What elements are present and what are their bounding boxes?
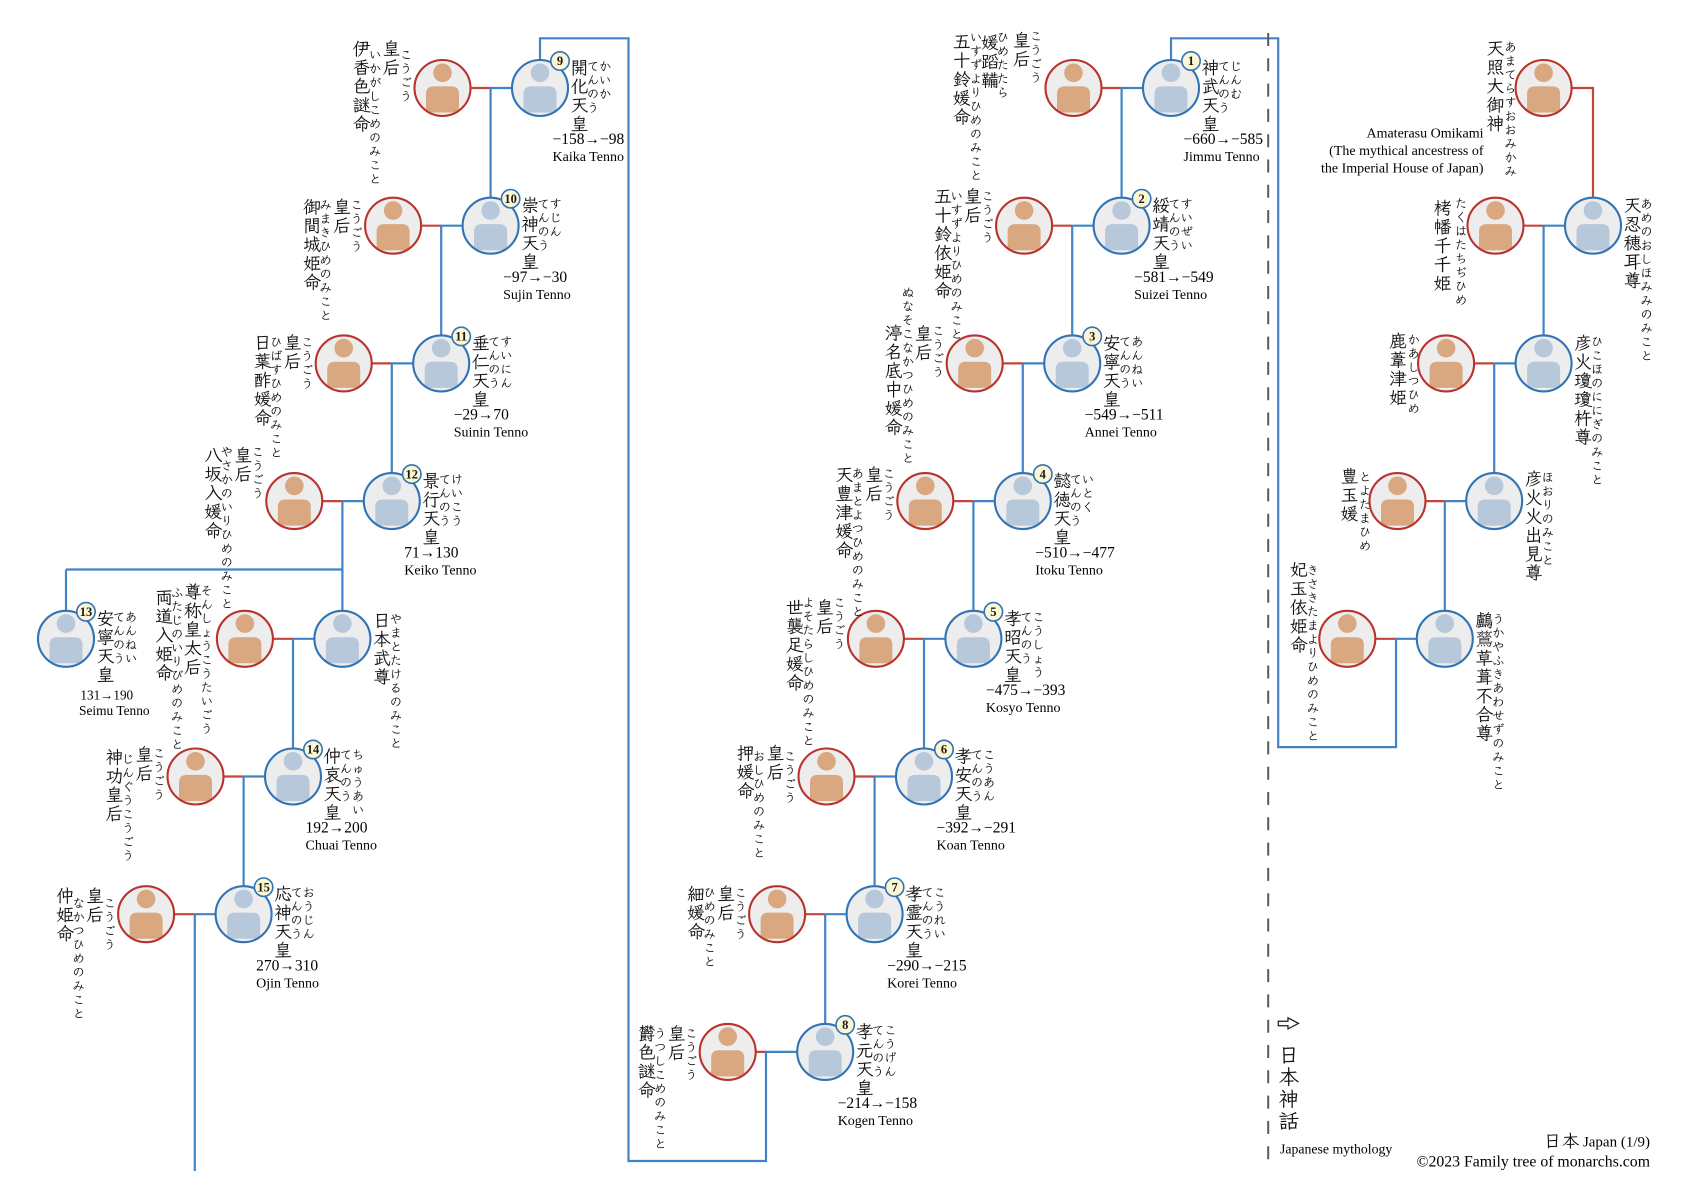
svg-text:Koan Tenno: Koan Tenno	[937, 839, 1005, 854]
svg-text:14: 14	[307, 743, 320, 757]
svg-text:4: 4	[1040, 467, 1047, 481]
svg-text:−214→−158: −214→−158	[838, 1095, 918, 1112]
svg-text:−290→−215: −290→−215	[887, 957, 967, 974]
svg-text:Itoku Tenno: Itoku Tenno	[1035, 563, 1103, 578]
svg-text:−510→−477: −510→−477	[1035, 544, 1115, 561]
svg-text:192→200: 192→200	[306, 820, 368, 837]
svg-text:131→190: 131→190	[80, 688, 133, 703]
svg-text:the Imperial House of Japan): the Imperial House of Japan)	[1321, 161, 1484, 176]
svg-text:−475→−393: −475→−393	[986, 682, 1066, 699]
svg-text:11: 11	[455, 330, 467, 344]
svg-text:Ojin Tenno: Ojin Tenno	[256, 976, 319, 991]
svg-text:Suizei Tenno: Suizei Tenno	[1134, 288, 1207, 303]
svg-text:1: 1	[1188, 54, 1194, 68]
svg-text:Kosyo Tenno: Kosyo Tenno	[986, 701, 1061, 716]
svg-text:Keiko Tenno: Keiko Tenno	[404, 563, 476, 578]
svg-text:7: 7	[891, 880, 897, 894]
svg-text:Korei Tenno: Korei Tenno	[887, 976, 957, 991]
svg-text:−29→70: −29→70	[454, 407, 509, 424]
svg-text:8: 8	[842, 1018, 848, 1032]
svg-text:(The mythical ancestress of: (The mythical ancestress of	[1329, 144, 1484, 159]
svg-text:−392→−291: −392→−291	[937, 820, 1016, 837]
svg-text:Kogen Tenno: Kogen Tenno	[838, 1114, 913, 1129]
svg-text:71→130: 71→130	[404, 544, 459, 561]
svg-text:12: 12	[406, 467, 419, 481]
svg-text:Sujin Tenno: Sujin Tenno	[503, 288, 571, 303]
svg-text:10: 10	[504, 192, 517, 206]
svg-text:Amaterasu Omikami: Amaterasu Omikami	[1366, 127, 1483, 142]
svg-text:Chuai Tenno: Chuai Tenno	[306, 839, 377, 854]
svg-text:5: 5	[990, 605, 996, 619]
svg-text:−549→−511: −549→−511	[1085, 407, 1164, 424]
svg-text:13: 13	[80, 605, 93, 619]
svg-text:2: 2	[1138, 192, 1144, 206]
svg-text:Annei Tenno: Annei Tenno	[1085, 426, 1157, 441]
svg-text:3: 3	[1089, 330, 1095, 344]
svg-text:−660→−585: −660→−585	[1184, 131, 1264, 148]
svg-text:Suinin Tenno: Suinin Tenno	[454, 426, 529, 441]
svg-text:270→310: 270→310	[256, 957, 318, 974]
svg-text:Seimu Tenno: Seimu Tenno	[79, 703, 150, 718]
svg-text:Japan (1/9): Japan (1/9)	[1583, 1135, 1650, 1151]
svg-text:−581→−549: −581→−549	[1134, 269, 1214, 286]
svg-text:6: 6	[941, 743, 947, 757]
svg-text:15: 15	[257, 880, 270, 894]
svg-text:©2023 Family tree of monarchs.: ©2023 Family tree of monarchs.com	[1416, 1154, 1650, 1171]
svg-text:−97→−30: −97→−30	[503, 269, 567, 286]
svg-text:9: 9	[557, 54, 563, 68]
svg-text:−158→−98: −158→−98	[553, 131, 625, 148]
svg-text:Kaika Tenno: Kaika Tenno	[553, 150, 624, 165]
svg-text:Japanese mythology: Japanese mythology	[1280, 1142, 1392, 1157]
svg-text:Jimmu Tenno: Jimmu Tenno	[1184, 150, 1260, 165]
